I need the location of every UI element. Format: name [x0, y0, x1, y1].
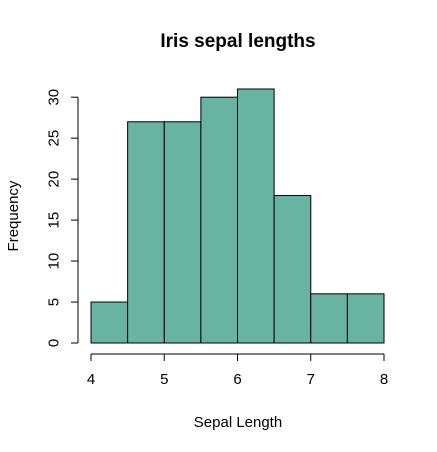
y-tick-label: 10	[46, 253, 63, 270]
histogram-bar-1	[91, 302, 128, 343]
y-tick-label: 30	[46, 89, 63, 106]
x-axis-label: Sepal Length	[194, 414, 282, 431]
y-tick-label: 0	[46, 339, 63, 347]
x-tick-label: 5	[160, 371, 168, 388]
chart-title: Iris sepal lengths	[160, 31, 315, 52]
y-axis: 0 5 10 15 20 25 30	[46, 89, 79, 347]
histogram-bars	[91, 89, 384, 343]
y-tick-label: 25	[46, 130, 63, 147]
x-tick-label: 7	[307, 371, 315, 388]
y-axis-label: Frequency	[5, 180, 22, 251]
y-tick-label: 20	[46, 171, 63, 188]
histogram-bar-4	[201, 97, 238, 343]
y-tick-label: 15	[46, 212, 63, 229]
x-tick-label: 4	[87, 371, 95, 388]
histogram-bar-5	[238, 89, 275, 343]
x-axis: 4 5 6 7 8	[87, 354, 388, 388]
histogram-bar-8	[347, 294, 384, 343]
histogram-bar-6	[274, 196, 311, 343]
histogram-bar-3	[164, 122, 201, 343]
histogram-bar-2	[128, 122, 165, 343]
y-tick-label: 5	[46, 298, 63, 306]
x-tick-label: 6	[233, 371, 241, 388]
x-tick-label: 8	[380, 371, 388, 388]
histogram-bar-7	[311, 294, 348, 343]
